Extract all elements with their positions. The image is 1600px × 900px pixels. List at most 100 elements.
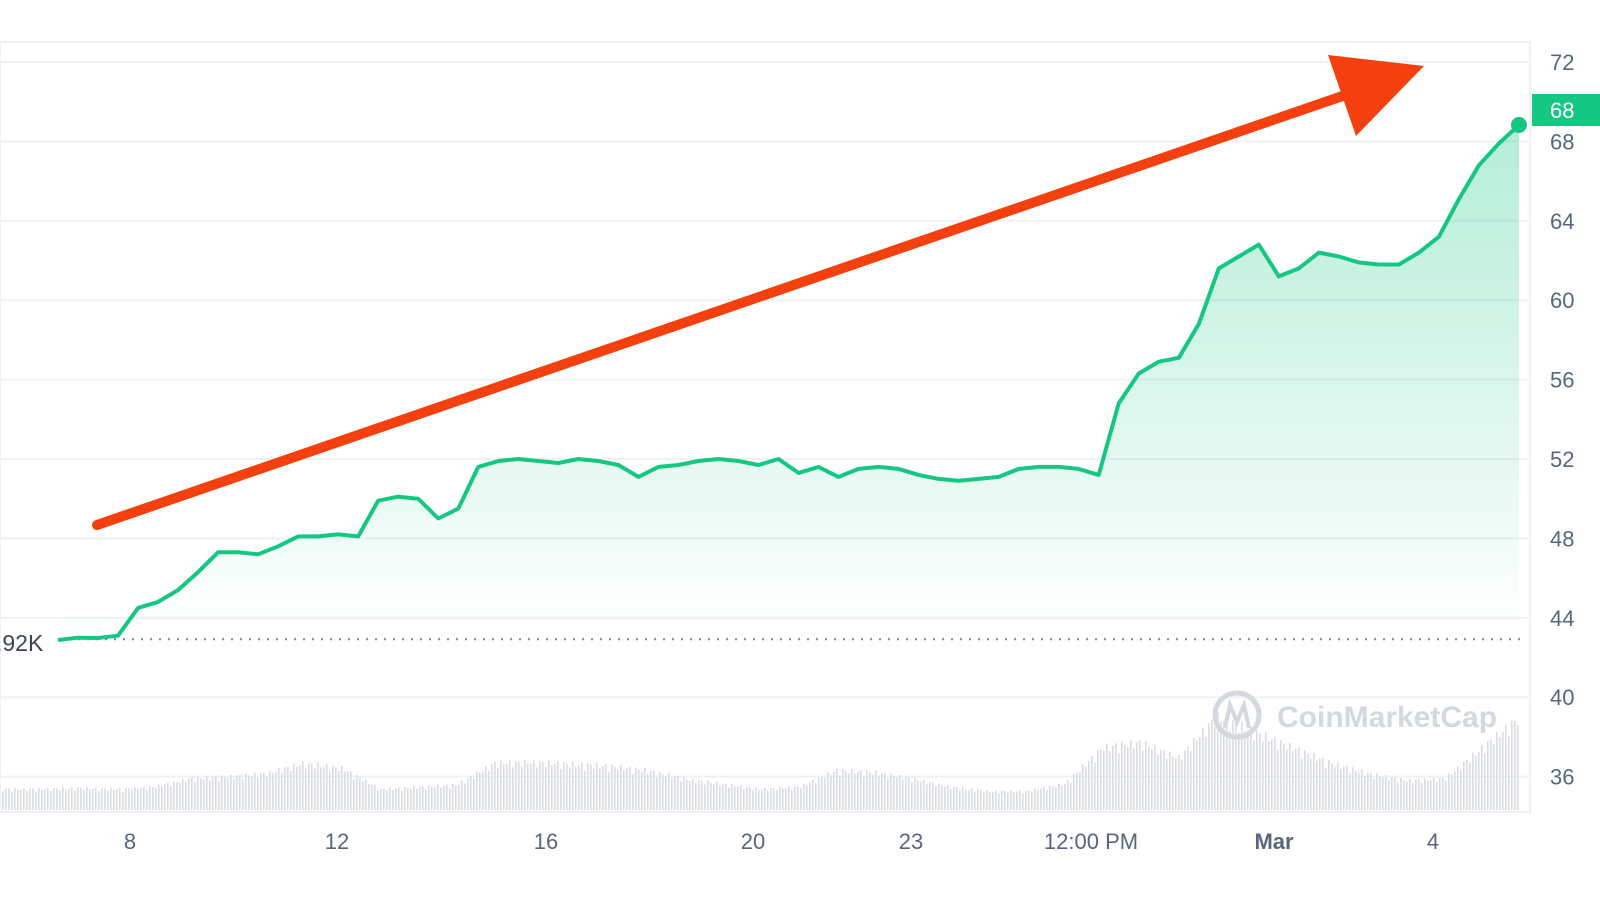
volume-bar (776, 790, 778, 810)
volume-bar (410, 788, 412, 810)
volume-bar (575, 766, 577, 810)
volume-bar (551, 765, 553, 810)
volume-bar (1139, 740, 1141, 810)
volume-bar (380, 788, 382, 810)
volume-bar (1364, 775, 1366, 810)
watermark: CoinMarketCap (1212, 690, 1497, 740)
volume-bar (152, 787, 154, 810)
volume-bar (1499, 737, 1501, 810)
volume-bar (572, 761, 574, 810)
volume-bar (1328, 760, 1330, 810)
volume-bar (1187, 746, 1189, 810)
volume-bar (500, 760, 502, 810)
volume-bar (281, 773, 283, 810)
volume-bar (896, 777, 898, 810)
volume-bar (1352, 767, 1354, 810)
volume-bar (1190, 751, 1192, 810)
volume-bar (413, 786, 415, 810)
volume-bar (1004, 790, 1006, 810)
volume-bar (914, 777, 916, 810)
volume-bar (1403, 780, 1405, 810)
volume-bar (842, 769, 844, 810)
price-line (57, 123, 1521, 642)
volume-bar (692, 778, 694, 810)
volume-bar (1052, 786, 1054, 810)
volume-bar (377, 790, 379, 810)
volume-bar (203, 779, 205, 810)
volume-bar (1184, 750, 1186, 810)
volume-bar (1040, 788, 1042, 810)
volume-bar (1289, 742, 1291, 810)
volume-bar (1286, 749, 1288, 810)
volume-bar (314, 768, 316, 810)
volume-bar (797, 786, 799, 810)
volume-bar (857, 771, 859, 810)
volume-bar (569, 767, 571, 810)
volume-bar (785, 788, 787, 810)
volume-bar (1073, 773, 1075, 810)
y-tick-label: 44 (1550, 606, 1574, 631)
volume-bar (149, 786, 151, 810)
volume-bar (605, 764, 607, 810)
volume-bar (923, 779, 925, 810)
volume-bar (1223, 721, 1225, 810)
volume-bar (1376, 773, 1378, 810)
x-tick-label: 8 (124, 829, 136, 854)
volume-bar (167, 782, 169, 810)
volume-bar (263, 772, 265, 810)
volume-bar (1112, 745, 1114, 810)
volume-bar (1118, 753, 1120, 810)
volume-bar (344, 771, 346, 810)
volume-bar (485, 766, 487, 810)
volume-bar (1115, 743, 1117, 810)
volume-bar (701, 780, 703, 810)
volume-bar (458, 784, 460, 810)
volume-bar (1442, 778, 1444, 810)
volume-bar (1340, 769, 1342, 810)
volume-bar (884, 772, 886, 810)
volume-bar (680, 781, 682, 810)
volume-bar (32, 788, 34, 810)
volume-bar (131, 789, 133, 810)
volume-bar (767, 791, 769, 810)
volume-bar (191, 777, 193, 810)
volume-bar (398, 787, 400, 810)
volume-bar (1121, 741, 1123, 810)
volume-bar (239, 774, 241, 810)
volume-bar (620, 765, 622, 810)
volume-bar (536, 767, 538, 810)
volume-bar (1280, 740, 1282, 810)
x-axis: 8 12 16 20 23 12:00 PM Mar 4 (124, 829, 1439, 854)
volume-bar (305, 768, 307, 810)
volume-bar (1160, 749, 1162, 810)
volume-bar (881, 773, 883, 810)
volume-bar (518, 761, 520, 810)
volume-bar (1046, 790, 1048, 810)
volume-bar (1313, 753, 1315, 810)
volume-bar (80, 787, 82, 810)
volume-bar (206, 776, 208, 810)
volume-bar (746, 786, 748, 810)
volume-bar (725, 783, 727, 810)
volume-bar (875, 770, 877, 810)
volume-bar (341, 765, 343, 810)
volume-bar (665, 776, 667, 810)
volume-bar (743, 789, 745, 810)
volume-bar (866, 770, 868, 810)
volume-bar (773, 788, 775, 810)
volume-bar (722, 783, 724, 810)
volume-bar (14, 788, 16, 810)
volume-bar (944, 786, 946, 810)
volume-bar (734, 786, 736, 810)
volume-bar (779, 786, 781, 810)
volume-bar (983, 792, 985, 810)
volume-bar (1310, 758, 1312, 810)
volume-bar (1445, 780, 1447, 810)
volume-bar (1028, 790, 1030, 810)
volume-bar (554, 764, 556, 810)
volume-bar (647, 773, 649, 810)
volume-bar (26, 791, 28, 810)
volume-bar (1244, 731, 1246, 810)
volume-bar (5, 788, 7, 810)
volume-bar (851, 769, 853, 810)
